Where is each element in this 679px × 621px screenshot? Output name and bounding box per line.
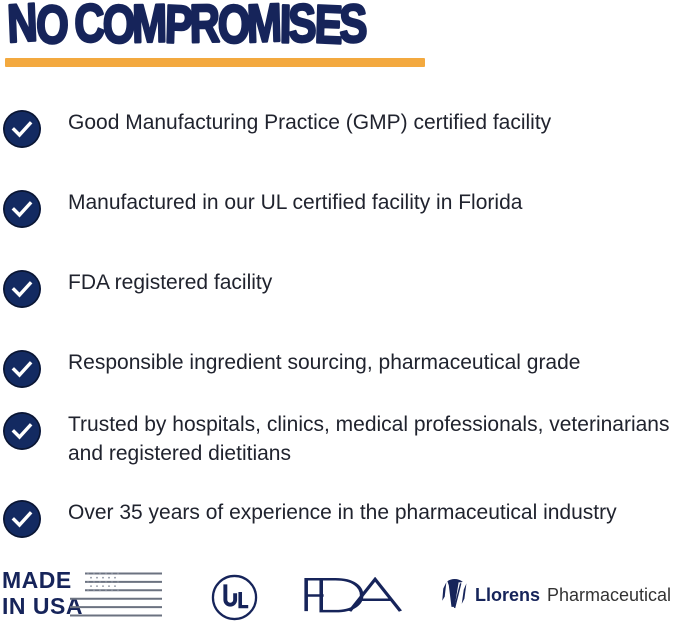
svg-text:M: M: [246, 0, 283, 54]
svg-text:MADE: MADE: [2, 567, 72, 593]
svg-text:Llorens: Llorens: [475, 585, 540, 605]
svg-text:C: C: [74, 0, 106, 54]
svg-text:Pharmaceutical: Pharmaceutical: [547, 585, 671, 605]
svg-text:O: O: [35, 0, 69, 56]
svg-text:S: S: [339, 0, 368, 54]
svg-text:O: O: [102, 0, 135, 55]
svg-text:S: S: [288, 0, 318, 54]
svg-text:R: R: [189, 0, 220, 54]
svg-text:N: N: [6, 0, 39, 54]
svg-text:M: M: [132, 0, 168, 54]
